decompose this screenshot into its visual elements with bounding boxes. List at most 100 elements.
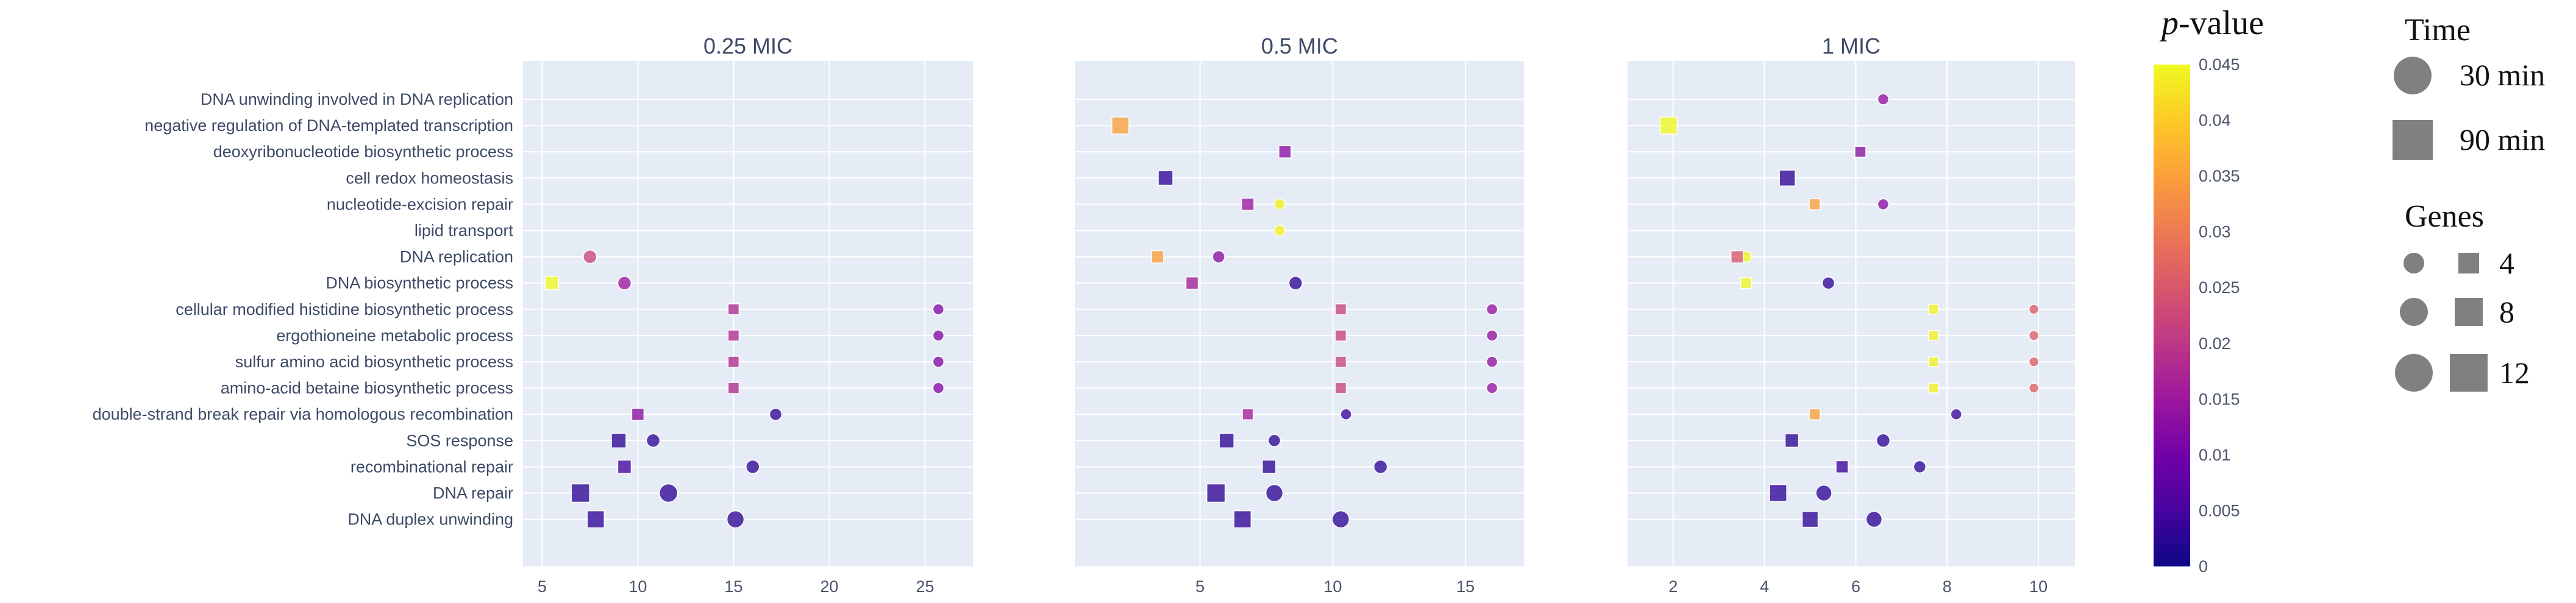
marker-circle: [2028, 383, 2040, 393]
panel-0-25-mic: 5 10 15 20 25 0.25 MIC: [523, 34, 973, 596]
x-tick-label: 15: [724, 577, 742, 596]
marker-square: [1779, 169, 1796, 187]
x-tick-label: 10: [2029, 577, 2048, 596]
marker-square: [617, 459, 632, 474]
panel-0-5-mic: 5 10 15 0.5 MIC: [1075, 34, 1524, 596]
plot-area: [1628, 61, 2075, 566]
marker-circle: [1267, 434, 1281, 448]
marker-square: [727, 382, 740, 394]
marker-square: [1928, 330, 1939, 341]
legend-genes-circle-icon: [2403, 253, 2424, 273]
marker-circle: [1876, 433, 1891, 448]
marker-circle: [1340, 408, 1352, 420]
legend-time-90: 90 min: [2460, 122, 2545, 157]
x-tick-label: 5: [538, 577, 547, 596]
legend-time-30: 30 min: [2460, 58, 2545, 92]
marker-square: [1334, 382, 1347, 394]
x-tick-label: 10: [628, 577, 647, 596]
category-label-nucleotide-excision-repair: nucleotide-excision repair: [327, 195, 513, 213]
marker-circle: [932, 356, 945, 368]
category-label-double-strand-break-repair-via-homologous-recombination: double-strand break repair via homologou…: [93, 405, 513, 423]
marker-square: [1241, 197, 1254, 211]
marker-circle: [1273, 224, 1286, 237]
category-label-dna-repair: DNA repair: [433, 484, 513, 503]
legend-genes-circle-icon: [2400, 298, 2428, 326]
x-tick-label: 15: [1456, 577, 1475, 596]
marker-square: [1801, 510, 1819, 528]
plot-area: [523, 61, 973, 566]
colorbar: p-value 0 0.005 0.01 0.015 0.02 0.025 0.03 0.035…: [2154, 4, 2264, 576]
category-label-recombinational-repair: recombinational repair: [350, 457, 513, 476]
panel-1-mic: 2 4 6 8 10 1 MIC: [1628, 34, 2075, 596]
legend-genes-square-icon: [2450, 354, 2488, 392]
marker-square: [1928, 356, 1939, 367]
marker-square: [1334, 356, 1347, 368]
marker-square: [727, 303, 740, 316]
legend-genes-square-icon: [2458, 253, 2479, 273]
marker-circle: [1877, 198, 1890, 211]
marker-circle: [769, 407, 783, 421]
marker-square: [631, 407, 645, 421]
legend-genes-title: Genes: [2405, 199, 2484, 234]
panel-title: 0.25 MIC: [703, 34, 792, 58]
marker-square: [1334, 303, 1347, 316]
colorbar-tick-label: 0.03: [2199, 223, 2231, 241]
colorbar-title-rest: -value: [2179, 4, 2264, 42]
category-label-ergothioneine-metabolic-process: ergothioneine metabolic process: [276, 326, 513, 345]
marker-circle: [1821, 276, 1835, 290]
category-labels: DNA unwinding involved in DNA replicatio…: [93, 90, 514, 529]
legend-circle-icon: [2394, 57, 2432, 94]
colorbar-tick-label: 0.015: [2199, 390, 2240, 408]
marker-square: [1233, 510, 1252, 529]
colorbar-title-italic: p: [2159, 4, 2179, 42]
marker-square: [727, 356, 740, 368]
marker-square: [1769, 484, 1787, 503]
colorbar-tick-label: 0.01: [2199, 446, 2231, 464]
marker-circle: [1913, 460, 1927, 474]
colorbar-tick-label: 0.02: [2199, 334, 2231, 353]
marker-square: [1740, 277, 1752, 289]
marker-square: [1151, 250, 1164, 264]
marker-circle: [1331, 510, 1350, 529]
marker-circle: [1485, 382, 1498, 394]
marker-square: [571, 483, 590, 503]
legend-square-icon: [2393, 120, 2433, 160]
category-label-dna-duplex-unwinding: DNA duplex unwinding: [347, 510, 513, 529]
marker-square: [1928, 304, 1939, 315]
marker-circle: [646, 433, 661, 448]
colorbar-tick-label: 0: [2199, 557, 2208, 576]
marker-circle: [745, 459, 760, 474]
category-label-negative-regulation-of-dna-templated-transcription: negative regulation of DNA-templated tra…: [144, 116, 513, 135]
legend-genes-square-icon: [2455, 298, 2483, 326]
colorbar-gradient: [2154, 65, 2190, 566]
legend-time-title: Time: [2405, 13, 2471, 48]
x-tick-label: 20: [820, 577, 838, 596]
marker-square: [1928, 383, 1939, 393]
colorbar-title: p-value: [2159, 4, 2264, 42]
colorbar-tick-label: 0.04: [2199, 111, 2231, 130]
marker-circle: [1373, 459, 1388, 474]
marker-square: [1111, 116, 1130, 135]
marker-square: [586, 510, 605, 529]
marker-square: [727, 330, 740, 342]
marker-circle: [726, 510, 745, 529]
marker-circle: [1815, 484, 1832, 502]
category-label-dna-biosynthetic-process: DNA biosynthetic process: [326, 274, 513, 292]
colorbar-tick-label: 0.025: [2199, 278, 2240, 297]
marker-square: [1809, 198, 1821, 211]
x-tick-label: 6: [1851, 577, 1860, 596]
marker-square: [611, 432, 627, 449]
marker-square: [1278, 145, 1292, 158]
marker-square: [544, 275, 559, 291]
plot-area: [1075, 61, 1524, 566]
panels: 5 10 15 20 25 0.25 MIC 5 10 15 0.5 MIC 2 4 6 8 10 1 MIC: [523, 34, 2075, 596]
marker-circle: [1485, 356, 1498, 368]
marker-circle: [1865, 510, 1883, 528]
marker-circle: [583, 249, 597, 264]
marker-circle: [2028, 356, 2040, 367]
colorbar-tick-label: 0.045: [2199, 55, 2240, 74]
marker-square: [1731, 250, 1744, 264]
marker-circle: [1288, 275, 1303, 291]
marker-circle: [932, 303, 945, 316]
